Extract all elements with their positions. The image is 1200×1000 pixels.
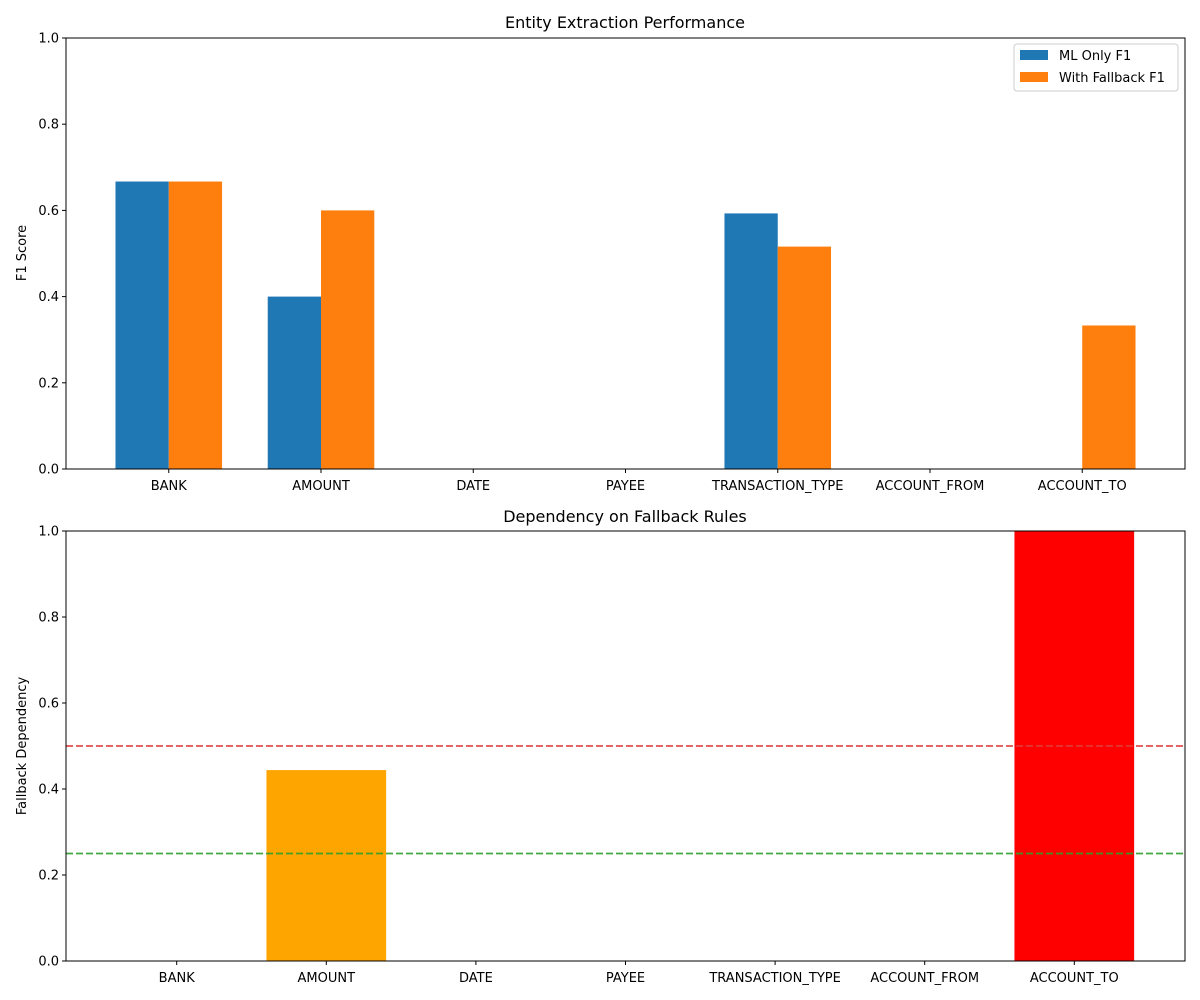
dependency-chart-frame bbox=[65, 530, 1186, 962]
bar-with-fallback-f1-transaction-type bbox=[777, 246, 832, 469]
dependency-chart-y-axis: 0.0 0.2 0.4 0.6 0.8 1.0 bbox=[38, 525, 66, 970]
y-tick-label: 0.4 bbox=[38, 290, 59, 305]
y-tick-label: 0.2 bbox=[38, 376, 59, 391]
bar-dependency-amount bbox=[266, 770, 387, 961]
dependency-chart-reference-lines bbox=[66, 745, 1185, 855]
legend-swatch-with-fallback bbox=[1020, 72, 1048, 82]
y-tick-label: 0.0 bbox=[38, 955, 59, 970]
f1-chart-title: Entity Extraction Performance bbox=[505, 13, 745, 32]
f1-chart-frame bbox=[65, 37, 1186, 470]
bar-with-fallback-f1-account-to bbox=[1082, 325, 1136, 469]
x-tick-label-account-from: ACCOUNT_FROM bbox=[870, 971, 979, 986]
y-tick-label: 0.0 bbox=[38, 463, 59, 478]
bar-ml-only-f1-amount bbox=[267, 296, 322, 469]
x-tick-label-transaction-type: TRANSACTION_TYPE bbox=[711, 479, 843, 494]
dependency-chart: Dependency on Fallback Rules Fallback De… bbox=[15, 507, 1186, 986]
bar-with-fallback-f1-bank bbox=[168, 181, 223, 469]
y-tick-label: 0.6 bbox=[38, 204, 59, 219]
x-tick-label-account-to: ACCOUNT_TO bbox=[1030, 971, 1119, 986]
f1-chart-bars bbox=[115, 181, 1136, 469]
bar-with-fallback-f1-amount bbox=[321, 210, 375, 469]
x-tick-label-payee: PAYEE bbox=[606, 479, 645, 494]
legend-label-with-fallback: With Fallback F1 bbox=[1059, 71, 1165, 86]
y-tick-label: 0.2 bbox=[38, 869, 59, 884]
y-tick-label: 0.8 bbox=[38, 118, 59, 133]
x-tick-label-bank: BANK bbox=[151, 479, 188, 494]
legend-box bbox=[1013, 43, 1179, 92]
x-tick-label-payee: PAYEE bbox=[606, 971, 645, 986]
x-tick-label-bank: BANK bbox=[159, 971, 196, 986]
bar-ml-only-f1-transaction-type bbox=[724, 213, 778, 469]
x-tick-label-amount: AMOUNT bbox=[298, 971, 356, 986]
y-tick-label: 0.6 bbox=[38, 697, 59, 712]
legend-swatch-ml-only bbox=[1020, 50, 1048, 60]
y-tick-label: 1.0 bbox=[38, 525, 59, 540]
y-tick-label: 0.4 bbox=[38, 783, 59, 798]
dependency-chart-title: Dependency on Fallback Rules bbox=[503, 507, 747, 526]
f1-chart: Entity Extraction Performance F1 Score 0… bbox=[15, 13, 1186, 494]
x-tick-label-transaction-type: TRANSACTION_TYPE bbox=[708, 971, 840, 986]
dependency-chart-ylabel: Fallback Dependency bbox=[15, 677, 30, 816]
dependency-chart-bars bbox=[266, 531, 1135, 961]
legend-label-ml-only: ML Only F1 bbox=[1059, 49, 1131, 64]
bar-dependency-account-to bbox=[1014, 531, 1135, 961]
f1-chart-y-axis: 0.0 0.2 0.4 0.6 0.8 1.0 bbox=[38, 32, 66, 478]
x-tick-label-amount: AMOUNT bbox=[292, 479, 350, 494]
x-tick-label-account-to: ACCOUNT_TO bbox=[1038, 479, 1127, 494]
x-tick-label-date: DATE bbox=[456, 479, 490, 494]
y-tick-label: 1.0 bbox=[38, 32, 59, 47]
x-tick-label-account-from: ACCOUNT_FROM bbox=[876, 479, 985, 494]
f1-chart-x-axis: BANK AMOUNT DATE PAYEE TRANSACTION_TYPE ACCOU… bbox=[151, 469, 1127, 494]
bar-ml-only-f1-bank bbox=[115, 181, 169, 469]
f1-chart-legend: ML Only F1 With Fallback F1 bbox=[1013, 43, 1179, 92]
y-tick-label: 0.8 bbox=[38, 611, 59, 626]
x-tick-label-date: DATE bbox=[459, 971, 493, 986]
f1-chart-ylabel: F1 Score bbox=[15, 225, 30, 281]
dependency-chart-x-axis: BANK AMOUNT DATE PAYEE TRANSACTION_TYPE ACCOU… bbox=[159, 961, 1119, 986]
